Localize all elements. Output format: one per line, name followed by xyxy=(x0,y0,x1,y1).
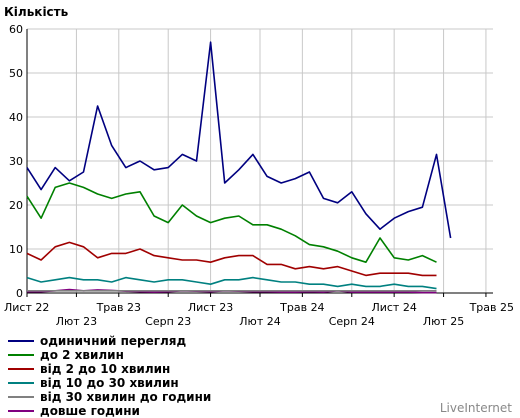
series-lines xyxy=(26,41,452,294)
y-tick-label: 30 xyxy=(9,155,23,168)
x-tick-label: Серп 23 xyxy=(145,315,191,328)
x-tick-label: Лют 25 xyxy=(423,315,464,328)
x-tick-label: Лют 24 xyxy=(239,315,280,328)
y-tick-label: 40 xyxy=(9,111,23,124)
y-tick-label: 0 xyxy=(16,287,23,300)
legend-label: від 2 до 10 хвилин xyxy=(40,362,170,376)
y-tick-label: 20 xyxy=(9,199,23,212)
credit-text: LiveInternet xyxy=(440,401,512,415)
x-tick-label: Лют 23 xyxy=(56,315,97,328)
legend-label: від 30 хвилин до години xyxy=(40,390,211,404)
legend-label: до 2 хвилин xyxy=(40,348,124,362)
series-line xyxy=(26,182,437,264)
x-tick-label: Лист 22 xyxy=(4,301,49,314)
y-tick-label: 50 xyxy=(9,67,23,80)
series-line xyxy=(26,41,452,239)
x-tick-label: Трав 25 xyxy=(469,301,514,314)
y-axis-label: Кількість xyxy=(4,5,69,19)
grid xyxy=(26,28,493,294)
legend-label: від 10 до 30 хвилин xyxy=(40,376,179,390)
x-tick-label: Лист 24 xyxy=(371,301,416,314)
x-tick-label: Серп 24 xyxy=(329,315,375,328)
series-line xyxy=(26,241,437,277)
series-line xyxy=(26,276,437,290)
x-tick-label: Трав 24 xyxy=(279,301,324,314)
legend-label: одиничний перегляд xyxy=(40,334,186,348)
x-tick-label: Лист 23 xyxy=(188,301,233,314)
legend-label: довше години xyxy=(40,404,140,418)
y-tick-label: 60 xyxy=(9,23,23,36)
y-tick-label: 10 xyxy=(9,243,23,256)
x-tick-label: Трав 23 xyxy=(96,301,141,314)
